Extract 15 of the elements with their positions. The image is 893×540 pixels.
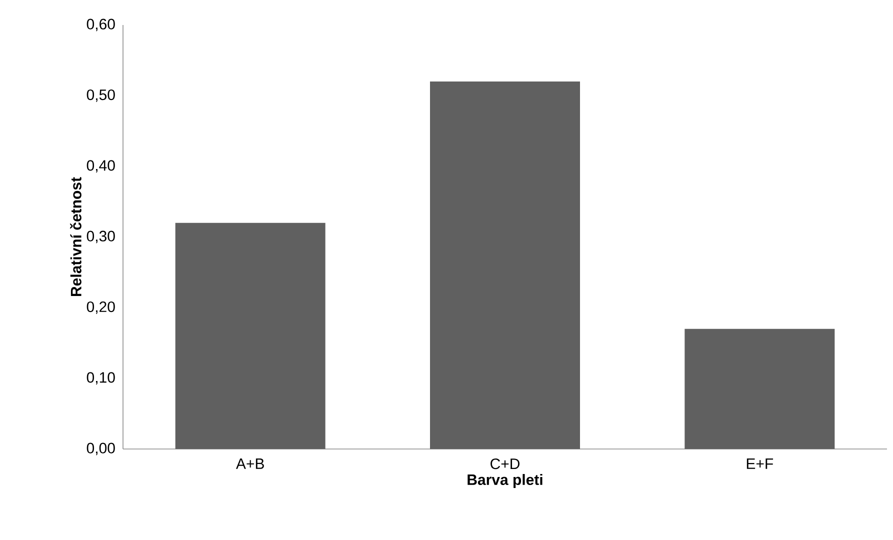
- y-tick-label: 0,20: [86, 301, 115, 314]
- x-tick-label: E+F: [746, 458, 774, 469]
- y-tick-label: 0,40: [86, 160, 115, 173]
- y-tick-label: 0,10: [86, 372, 115, 385]
- x-tick-label: C+D: [490, 458, 520, 470]
- bar: [684, 328, 835, 449]
- y-tick-label: 0,50: [86, 89, 115, 102]
- y-tick-label: 0,30: [86, 230, 115, 244]
- bar: [175, 222, 326, 449]
- y-tick-label: 0,60: [86, 18, 115, 32]
- y-tick-label: 0,00: [86, 442, 115, 456]
- x-axis-title: Barva pleti: [468, 474, 542, 488]
- bar: [430, 82, 580, 449]
- y-axis-title: Relativní četnost: [70, 177, 82, 296]
- x-tick-label: A+B: [236, 458, 264, 469]
